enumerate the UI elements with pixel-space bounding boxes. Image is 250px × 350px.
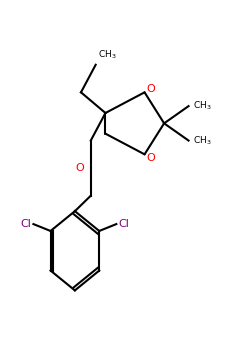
Text: CH$_3$: CH$_3$: [194, 134, 212, 147]
Text: Cl: Cl: [119, 219, 130, 229]
Text: Cl: Cl: [20, 219, 31, 229]
Text: CH$_3$: CH$_3$: [98, 49, 117, 61]
Text: O: O: [76, 163, 84, 173]
Text: O: O: [146, 84, 155, 94]
Text: CH$_3$: CH$_3$: [194, 100, 212, 112]
Text: O: O: [146, 153, 155, 163]
